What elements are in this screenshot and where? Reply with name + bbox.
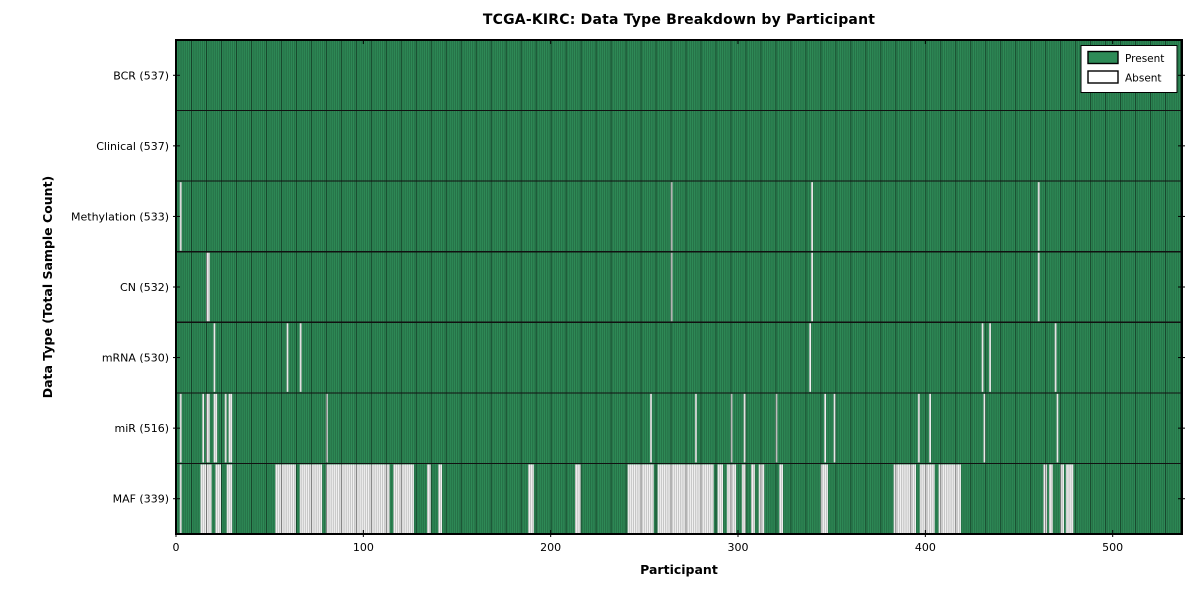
- x-tick-label: 0: [173, 541, 180, 554]
- x-tick-label: 200: [540, 541, 561, 554]
- row-label-CN: CN (532): [120, 281, 169, 294]
- y-axis-ticks: BCR (537) Clinical (537) Methylation (533)…: [71, 69, 1185, 506]
- row-separators: [176, 109, 1182, 465]
- x-axis-label: Participant: [640, 562, 718, 577]
- legend-label-present: Present: [1125, 53, 1164, 65]
- x-tick-label: 300: [728, 541, 749, 554]
- x-tick-label: 500: [1102, 541, 1123, 554]
- row-label-Methylation: Methylation (533): [71, 210, 169, 223]
- legend: Present Absent: [1080, 44, 1178, 94]
- x-tick-label: 400: [915, 541, 936, 554]
- x-tick-label: 100: [353, 541, 374, 554]
- x-axis-ticks: 0 100 200 300 400 500: [173, 40, 1123, 554]
- row-label-mRNA: mRNA (530): [102, 352, 169, 365]
- row-label-Clinical: Clinical (537): [96, 140, 169, 153]
- row-label-miR: miR (516): [115, 422, 170, 435]
- bar-edge-texture-coarse: [176, 40, 1182, 534]
- legend-swatch-absent: [1087, 70, 1119, 84]
- heatmap-cells: [176, 40, 1182, 534]
- y-axis-label: Data Type (Total Sample Count): [40, 175, 55, 399]
- row-label-MAF: MAF (339): [113, 493, 169, 506]
- chart-title: TCGA-KIRC: Data Type Breakdown by Partic…: [482, 12, 876, 28]
- legend-swatch-present: [1087, 50, 1119, 65]
- legend-label-absent: Absent: [1125, 73, 1162, 85]
- row-label-BCR: BCR (537): [113, 69, 169, 82]
